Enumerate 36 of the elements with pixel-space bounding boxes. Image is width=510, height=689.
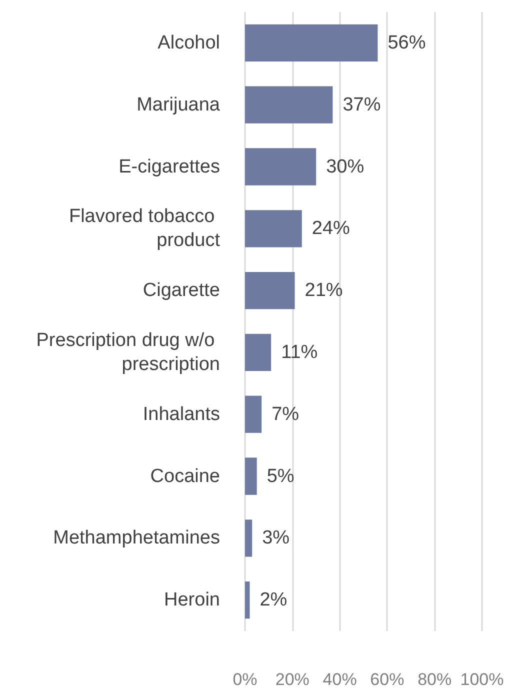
bar [245,520,252,557]
x-tick-label: 60% [370,670,404,689]
y-tick-label: E-cigarettes [118,156,220,178]
y-tick-label: Methamphetamines [53,528,220,549]
bar [245,581,250,619]
bar [245,24,378,62]
y-tick-label: Prescription drug w/o prescription [36,330,220,375]
y-tick-label: Marijuana [136,94,220,116]
y-tick-label: Inhalants [142,404,220,425]
x-tick-label: 80% [418,670,452,689]
y-tick-label: Cigarette [142,280,220,302]
data-label: 24% [312,218,350,240]
x-tick-label: 40% [322,670,357,689]
x-tick-label: 20% [275,670,310,689]
data-label: 7% [272,404,300,425]
x-tick-label: 0% [232,670,258,689]
data-label: 30% [326,156,364,178]
data-label: 5% [266,466,294,487]
data-label: 21% [304,280,343,302]
x-tick-label: 100% [460,670,504,689]
y-tick-label: Alcohol [158,32,220,54]
data-label: 3% [262,528,290,549]
data-label: 37% [342,94,381,116]
bar [245,458,257,495]
bar [245,272,295,310]
bar [245,210,302,248]
data-label: 56% [388,32,426,54]
bar [245,86,333,124]
y-tick-label: Flavored tobacco product [68,206,221,252]
data-label: 11% [281,342,318,363]
y-tick-label: Cocaine [150,466,220,487]
bar [245,396,262,433]
bar [245,148,316,186]
y-tick-label: Heroin [164,590,220,611]
bar [245,334,272,372]
data-label: 2% [260,590,288,611]
